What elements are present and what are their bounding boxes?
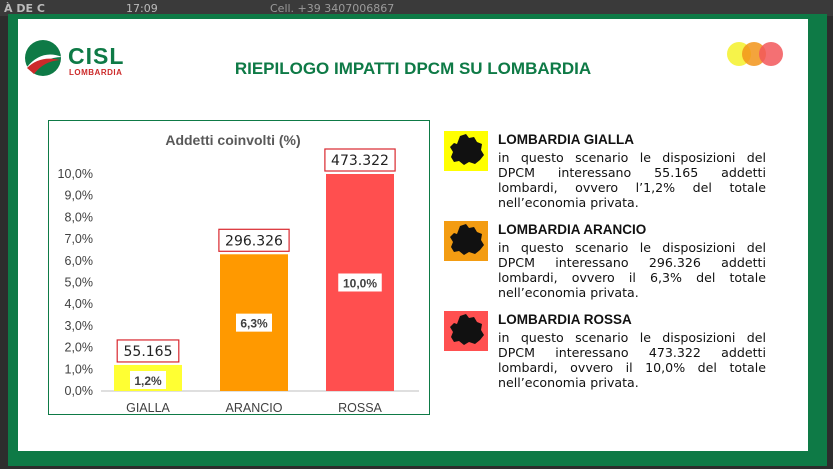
background-cell-number: Cell. +39 3407006867 bbox=[270, 2, 395, 15]
y-tick-label: 1,0% bbox=[65, 362, 94, 376]
cisl-logo-icon bbox=[25, 40, 62, 76]
x-tick-label: ROSSA bbox=[338, 401, 382, 414]
background-time: 17:09 bbox=[126, 2, 158, 15]
y-tick-label: 6,0% bbox=[65, 254, 94, 268]
y-tick-label: 0,0% bbox=[65, 384, 94, 398]
percent-label-box bbox=[130, 371, 166, 389]
percent-label: 10,0% bbox=[343, 277, 377, 291]
legend-description: in questo scenario le disposizioni del D… bbox=[498, 330, 766, 390]
background-label: À DE C bbox=[4, 2, 45, 15]
percent-label-box bbox=[236, 313, 272, 332]
cisl-logo: CISL LOMBARDIA bbox=[22, 37, 132, 79]
lombardy-map-icon bbox=[444, 311, 488, 351]
legend-description: in questo scenario le disposizioni del D… bbox=[498, 240, 766, 300]
y-tick-label: 5,0% bbox=[65, 276, 94, 290]
bar-chart: Addetti coinvolti (%) 0,0% 1,0% 2,0% 3,0% 4,0… bbox=[48, 120, 430, 415]
x-tick-label: GIALLA bbox=[126, 401, 170, 414]
y-tick-label: 10,0% bbox=[58, 167, 93, 181]
x-tick-label: ARANCIO bbox=[226, 401, 283, 414]
y-tick-label: 2,0% bbox=[65, 341, 94, 355]
count-label-box bbox=[218, 228, 290, 252]
slide: CISL LOMBARDIA RIEPILOGO IMPATTI DPCM SU… bbox=[18, 19, 808, 451]
slide-title: RIEPILOGO IMPATTI DPCM SU LOMBARDIA bbox=[234, 59, 592, 78]
bar-chart-svg: Addetti coinvolti (%) 0,0% 1,0% 2,0% 3,0% 4,0… bbox=[58, 132, 419, 414]
chart-title: Addetti coinvolti (%) bbox=[165, 132, 300, 148]
count-label: 296.326 bbox=[225, 233, 283, 249]
orange-dot bbox=[742, 42, 766, 66]
decorative-dots bbox=[726, 39, 786, 69]
count-label: 55.165 bbox=[124, 344, 173, 360]
percent-label-box bbox=[338, 273, 382, 292]
lombardy-map-icon bbox=[444, 131, 488, 171]
y-tick-label: 7,0% bbox=[65, 232, 94, 246]
lombardy-map-icon bbox=[444, 221, 488, 261]
legend-title: LOMBARDIA ARANCIO bbox=[498, 222, 647, 237]
y-tick-label: 9,0% bbox=[65, 189, 94, 203]
y-tick-label: 8,0% bbox=[65, 210, 94, 224]
legend-title: LOMBARDIA ROSSA bbox=[498, 312, 632, 327]
background-toolbar: À DE C 17:09 Cell. +39 3407006867 bbox=[0, 0, 833, 16]
percent-label: 6,3% bbox=[240, 317, 268, 331]
red-dot bbox=[759, 42, 783, 66]
logo-subtitle: LOMBARDIA bbox=[69, 68, 123, 77]
percent-label: 1,2% bbox=[134, 374, 162, 388]
count-label-box bbox=[116, 339, 180, 363]
y-tick-label: 4,0% bbox=[65, 297, 94, 311]
legend-description: in questo scenario le disposizioni del D… bbox=[498, 150, 766, 210]
count-label-box bbox=[324, 148, 396, 172]
legend-title: LOMBARDIA GIALLA bbox=[498, 132, 634, 147]
logo-name: CISL bbox=[68, 43, 125, 69]
y-tick-label: 3,0% bbox=[65, 319, 94, 333]
count-label: 473.322 bbox=[331, 153, 389, 169]
